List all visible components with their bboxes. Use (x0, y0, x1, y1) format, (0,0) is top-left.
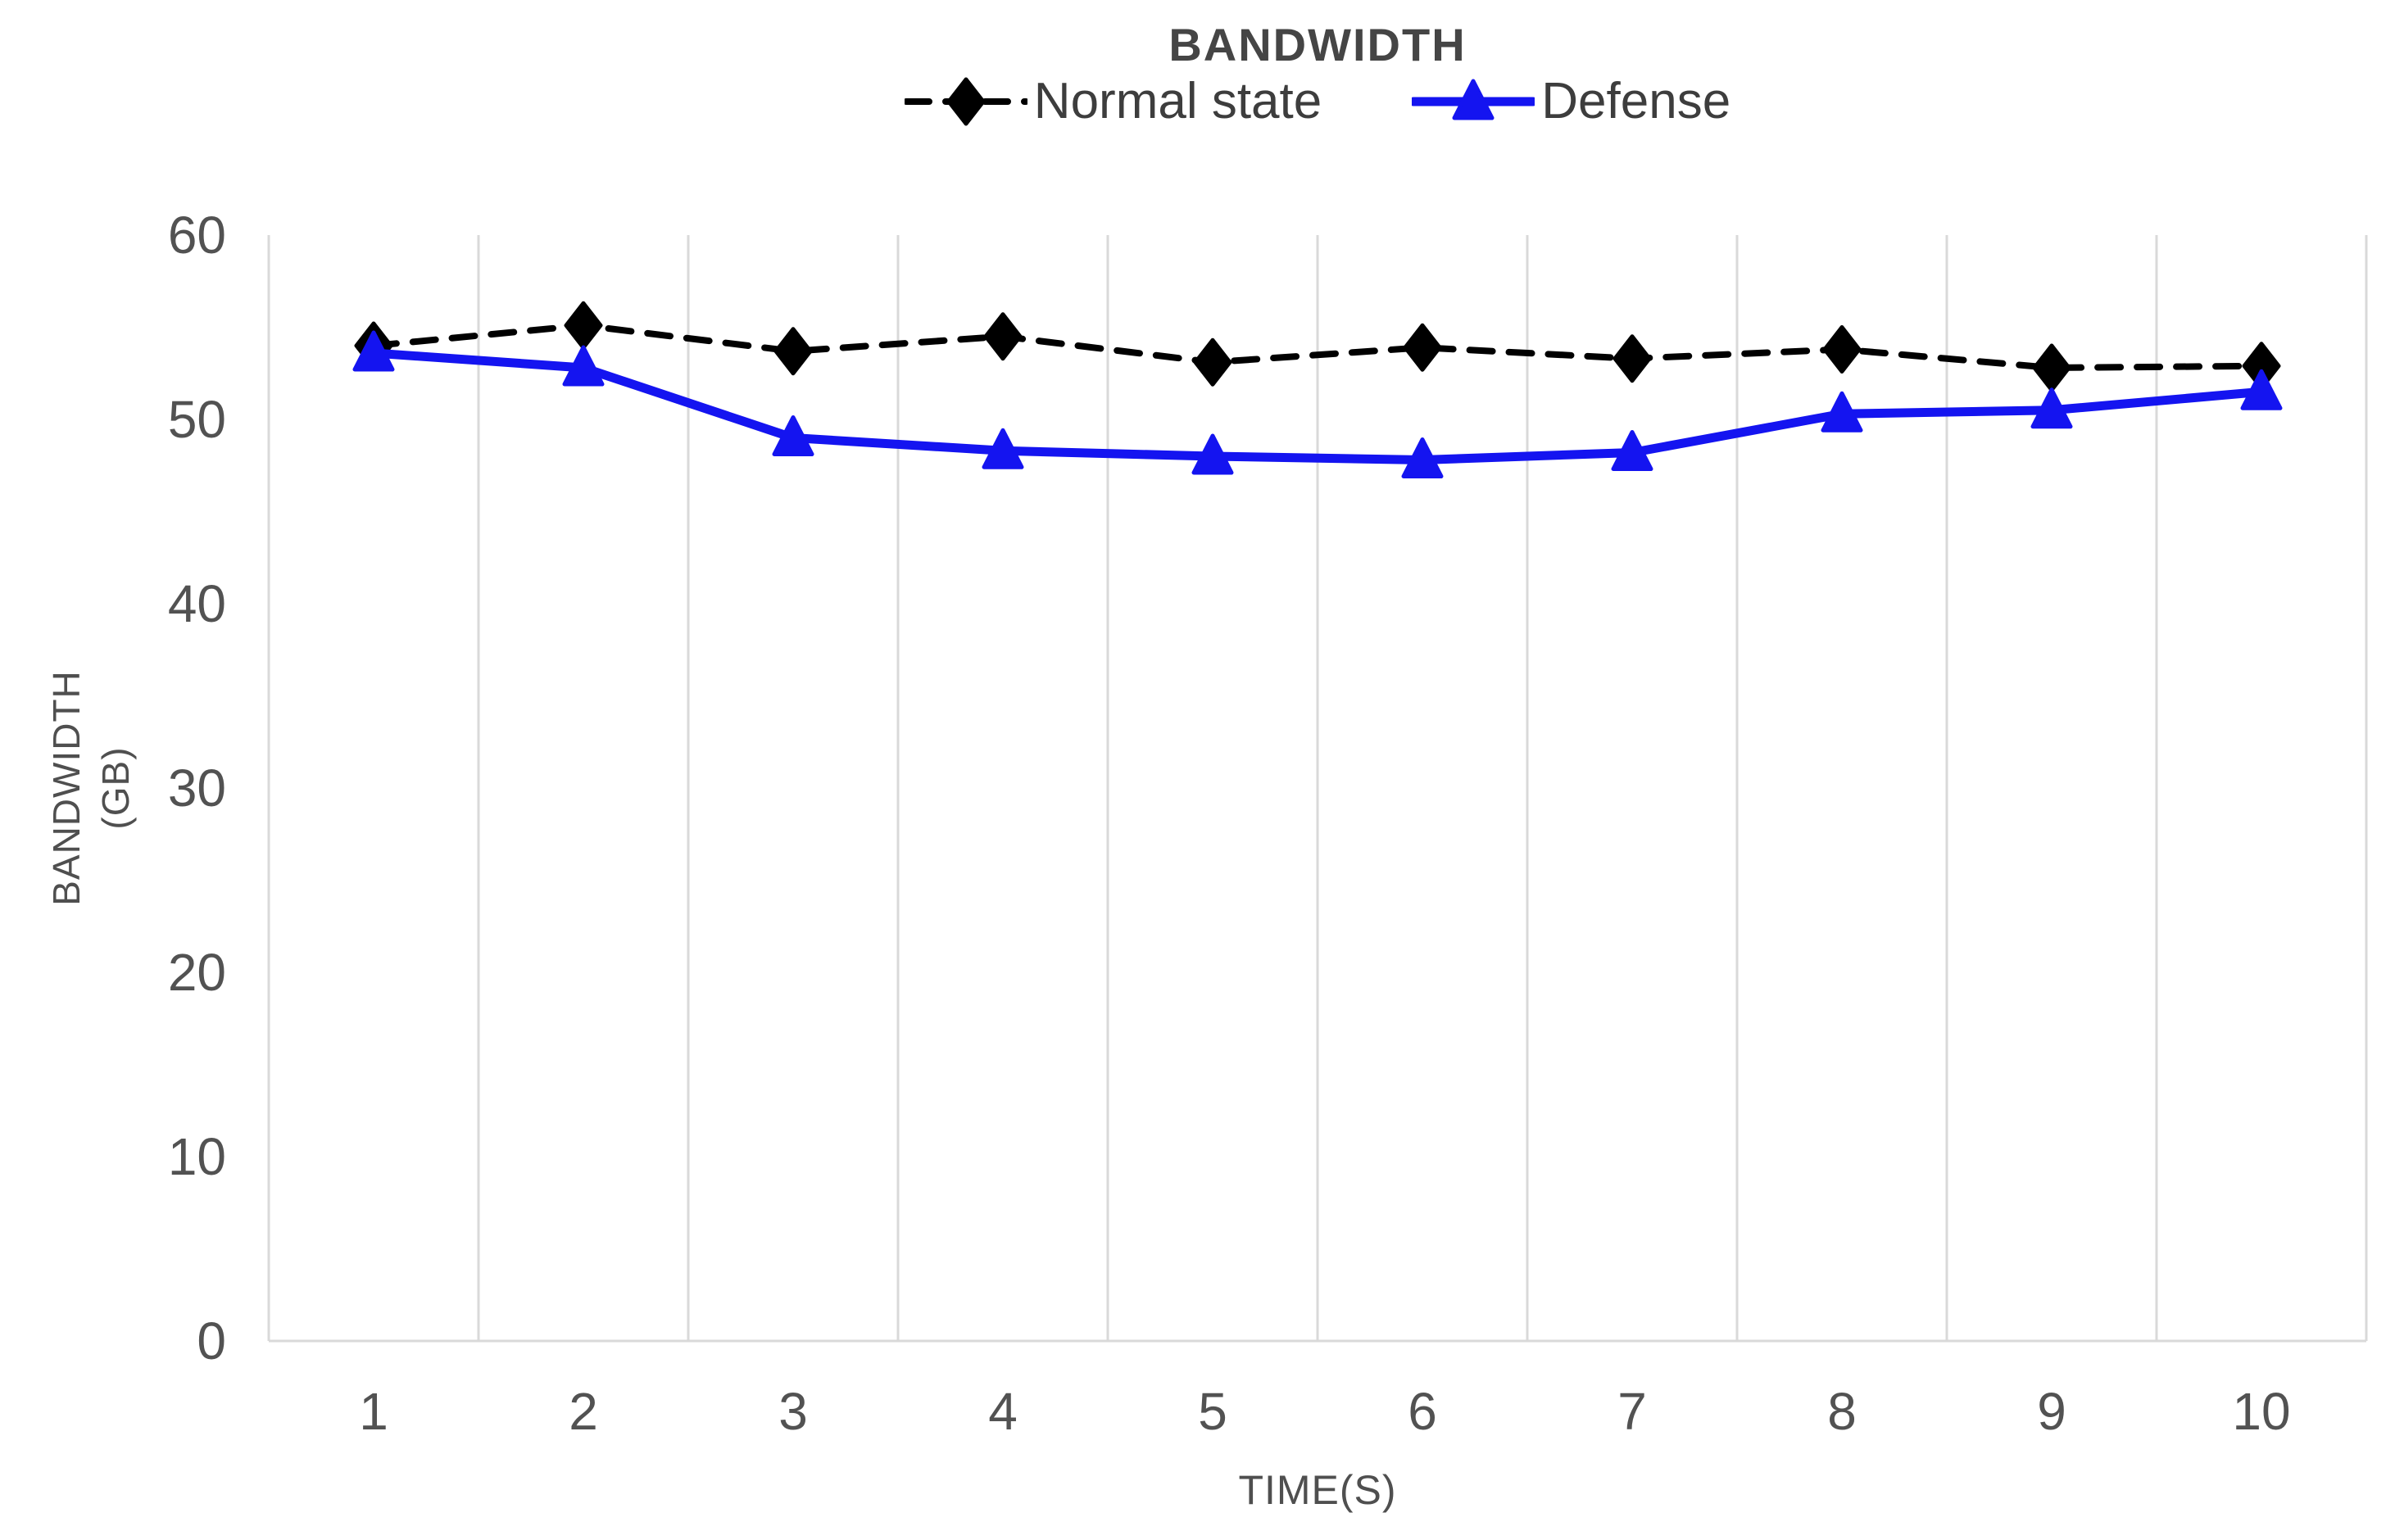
diamond-marker (564, 301, 603, 350)
legend-swatch-diamond-icon (946, 77, 986, 125)
x-tick-label: 9 (2037, 1382, 2066, 1441)
triangle-marker (982, 428, 1024, 469)
triangle-marker (1401, 437, 1444, 478)
diamond-marker (983, 312, 1023, 361)
y-tick-label: 20 (168, 943, 226, 1002)
legend-item-defense: Defense (1412, 72, 1730, 130)
legend-swatch-triangle-icon (1452, 79, 1495, 120)
x-tick-label: 2 (569, 1382, 598, 1441)
x-tick-label: 4 (988, 1382, 1018, 1441)
x-tick-label: 8 (1827, 1382, 1857, 1441)
x-tick-label: 6 (1408, 1382, 1437, 1441)
triangle-marker (772, 415, 814, 456)
y-tick-label: 40 (168, 574, 226, 633)
triangle-marker (2030, 387, 2073, 429)
defense-line-marker-icon (1412, 79, 1535, 120)
triangle-marker (1821, 391, 1863, 433)
triangle-marker (1611, 430, 1653, 471)
x-tick-label: 7 (1617, 1382, 1647, 1441)
legend-label-normal-state: Normal state (1033, 73, 1322, 129)
diamond-marker (773, 327, 813, 376)
y-tick-label: 50 (168, 390, 226, 449)
diamond-marker (2032, 343, 2071, 392)
y-tick-label: 30 (168, 759, 226, 818)
triangle-marker (2240, 369, 2283, 410)
diamond-marker (1403, 323, 1442, 372)
triangle-marker (352, 330, 395, 372)
series-line-normal-state (370, 322, 2265, 371)
x-tick-label: 1 (359, 1382, 388, 1441)
chart-title: BANDWIDTH (1168, 19, 1467, 70)
x-tick-label: 3 (778, 1382, 808, 1441)
series-line-defense (369, 348, 2266, 464)
y-tick-label: 0 (197, 1311, 226, 1370)
x-tick-label: 10 (2232, 1382, 2290, 1441)
normal-state-line-marker-icon (904, 77, 1027, 125)
x-tick-label: 5 (1198, 1382, 1227, 1441)
triangle-marker (1191, 433, 1234, 475)
diamond-marker (1612, 334, 1652, 383)
diamond-marker (1822, 325, 1862, 374)
legend-item-normal-state: Normal state (904, 72, 1322, 130)
y-tick-label: 10 (168, 1127, 226, 1186)
legend-label-defense: Defense (1541, 73, 1731, 129)
triangle-marker (562, 345, 605, 387)
diamond-marker (1193, 337, 1232, 387)
y-tick-label: 60 (168, 206, 226, 265)
legend: Normal state Defense (269, 72, 2366, 130)
x-axis-title: TIME(S) (1238, 1467, 1397, 1513)
